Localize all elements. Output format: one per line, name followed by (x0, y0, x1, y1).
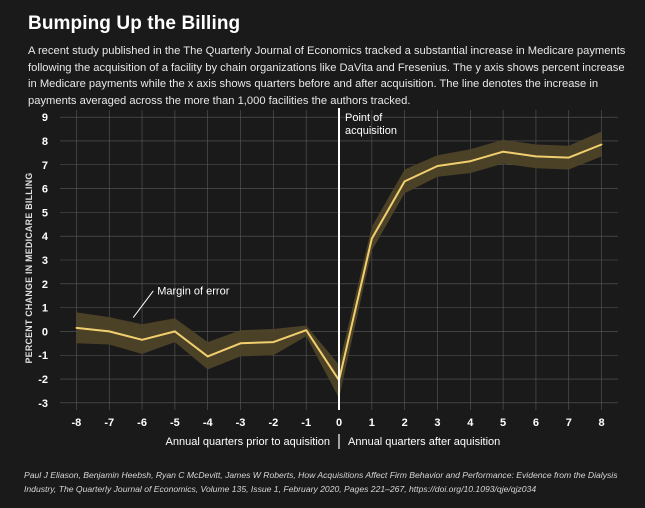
data-point (535, 155, 537, 158)
margin-of-error-label: Margin of error (157, 286, 229, 298)
x-tick-label: -1 (301, 417, 311, 429)
y-tick-label: 4 (42, 231, 49, 243)
margin-of-error-pointer (132, 290, 154, 318)
y-axis-ticks: -3 -2 -1 0 1 2 3 4 5 6 7 8 9 (38, 112, 49, 410)
x-axis-ticks: -8 -7 -6 -5 -4 -3 -2 -1 0 1 2 3 4 5 6 7 8 (72, 417, 605, 429)
chart-subtitle: A recent study published in the The Quar… (28, 45, 626, 107)
chart-title: Bumping Up the Billing (28, 13, 241, 34)
x-tick-label: 2 (402, 417, 408, 429)
x-tick-label: -4 (203, 417, 214, 429)
data-point (436, 165, 439, 167)
margin-of-error-band (76, 131, 602, 399)
data-point (108, 330, 111, 333)
data-point (502, 150, 505, 153)
x-tick-label: 8 (599, 417, 605, 429)
source-footnote: Paul J Eliason, Benjamin Heebsh, Ryan C … (24, 470, 618, 494)
data-point (239, 342, 242, 345)
y-tick-label: -1 (38, 350, 48, 362)
x-tick-label: -2 (268, 417, 278, 429)
data-point (272, 341, 275, 344)
x-tick-label: -5 (170, 417, 180, 429)
data-point (403, 180, 406, 183)
y-axis-label: PERCENT CHANGE IN MEDICARE BILLING (24, 172, 34, 363)
x-tick-label: 7 (566, 417, 572, 429)
x-axis-label-before: Annual quarters prior to aquisition (166, 436, 330, 448)
acquisition-label-line1: Point of (345, 112, 383, 124)
data-point (173, 330, 176, 333)
data-points (75, 143, 603, 382)
y-tick-label: -2 (38, 374, 48, 386)
data-point (141, 338, 143, 341)
acquisition-label-line2: acquisition (345, 125, 397, 137)
data-point (469, 160, 472, 163)
x-axis-label-after: Annual quarters after aquisition (348, 436, 500, 448)
y-tick-label: 9 (42, 112, 48, 124)
y-tick-label: 1 (42, 303, 48, 315)
y-tick-label: 6 (42, 184, 48, 196)
data-point (305, 329, 308, 332)
data-point (75, 326, 78, 329)
y-tick-label: 2 (42, 279, 48, 291)
x-tick-label: -8 (72, 417, 82, 429)
y-tick-label: 7 (42, 160, 48, 172)
x-tick-label: 5 (500, 417, 506, 429)
y-tick-label: -3 (38, 398, 48, 410)
y-tick-label: 8 (42, 136, 48, 148)
y-tick-label: 3 (42, 255, 48, 267)
y-tick-label: 0 (42, 326, 48, 338)
x-tick-label: -6 (137, 417, 147, 429)
data-point (567, 156, 570, 159)
x-tick-label: 4 (467, 417, 474, 429)
x-tick-label: 3 (434, 417, 440, 429)
x-tick-label: 6 (533, 417, 539, 429)
data-point (600, 143, 603, 146)
data-point (370, 237, 373, 240)
y-tick-label: 5 (42, 207, 48, 219)
x-tick-label: 1 (369, 417, 375, 429)
x-tick-label: -7 (104, 417, 114, 429)
data-point (206, 355, 209, 358)
x-tick-label: -3 (236, 417, 246, 429)
x-tick-label: 0 (336, 417, 342, 429)
